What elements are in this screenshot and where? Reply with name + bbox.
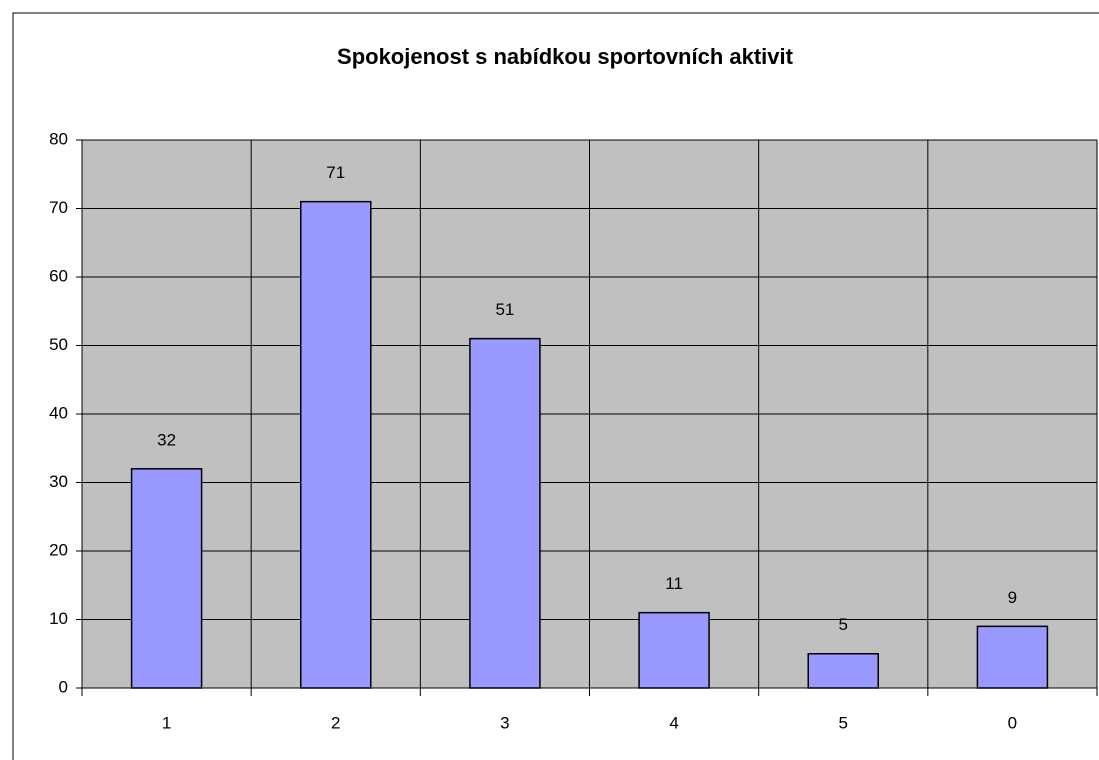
- bar: [638, 611, 710, 689]
- bar: [300, 200, 372, 689]
- y-tick-label: 20: [49, 540, 68, 559]
- x-tick-label: 4: [669, 713, 678, 732]
- x-tick-label: 0: [1008, 713, 1017, 732]
- x-tick-label: 2: [331, 713, 340, 732]
- data-label: 32: [157, 430, 176, 449]
- data-label: 11: [665, 574, 683, 593]
- y-tick-label: 10: [49, 609, 68, 628]
- bar: [976, 625, 1049, 689]
- y-tick-label: 0: [59, 677, 68, 696]
- x-tick-label: 3: [500, 713, 509, 732]
- data-label: 51: [495, 300, 514, 319]
- y-tick-label: 40: [49, 403, 68, 422]
- bar: [130, 468, 203, 689]
- data-label: 71: [326, 163, 345, 182]
- bar: [469, 337, 541, 689]
- y-tick-label: 50: [49, 335, 68, 354]
- data-label: 9: [1008, 588, 1017, 607]
- bar: [807, 653, 879, 689]
- y-tick-label: 80: [49, 129, 68, 148]
- x-tick-label: 1: [162, 713, 171, 732]
- y-tick-label: 60: [49, 266, 68, 285]
- data-label: 5: [839, 615, 848, 634]
- x-tick-label: 5: [839, 713, 848, 732]
- chart-title: Spokojenost s nabídkou sportovních aktiv…: [337, 44, 794, 69]
- y-tick-label: 70: [49, 198, 68, 217]
- y-tick-label: 30: [49, 472, 68, 491]
